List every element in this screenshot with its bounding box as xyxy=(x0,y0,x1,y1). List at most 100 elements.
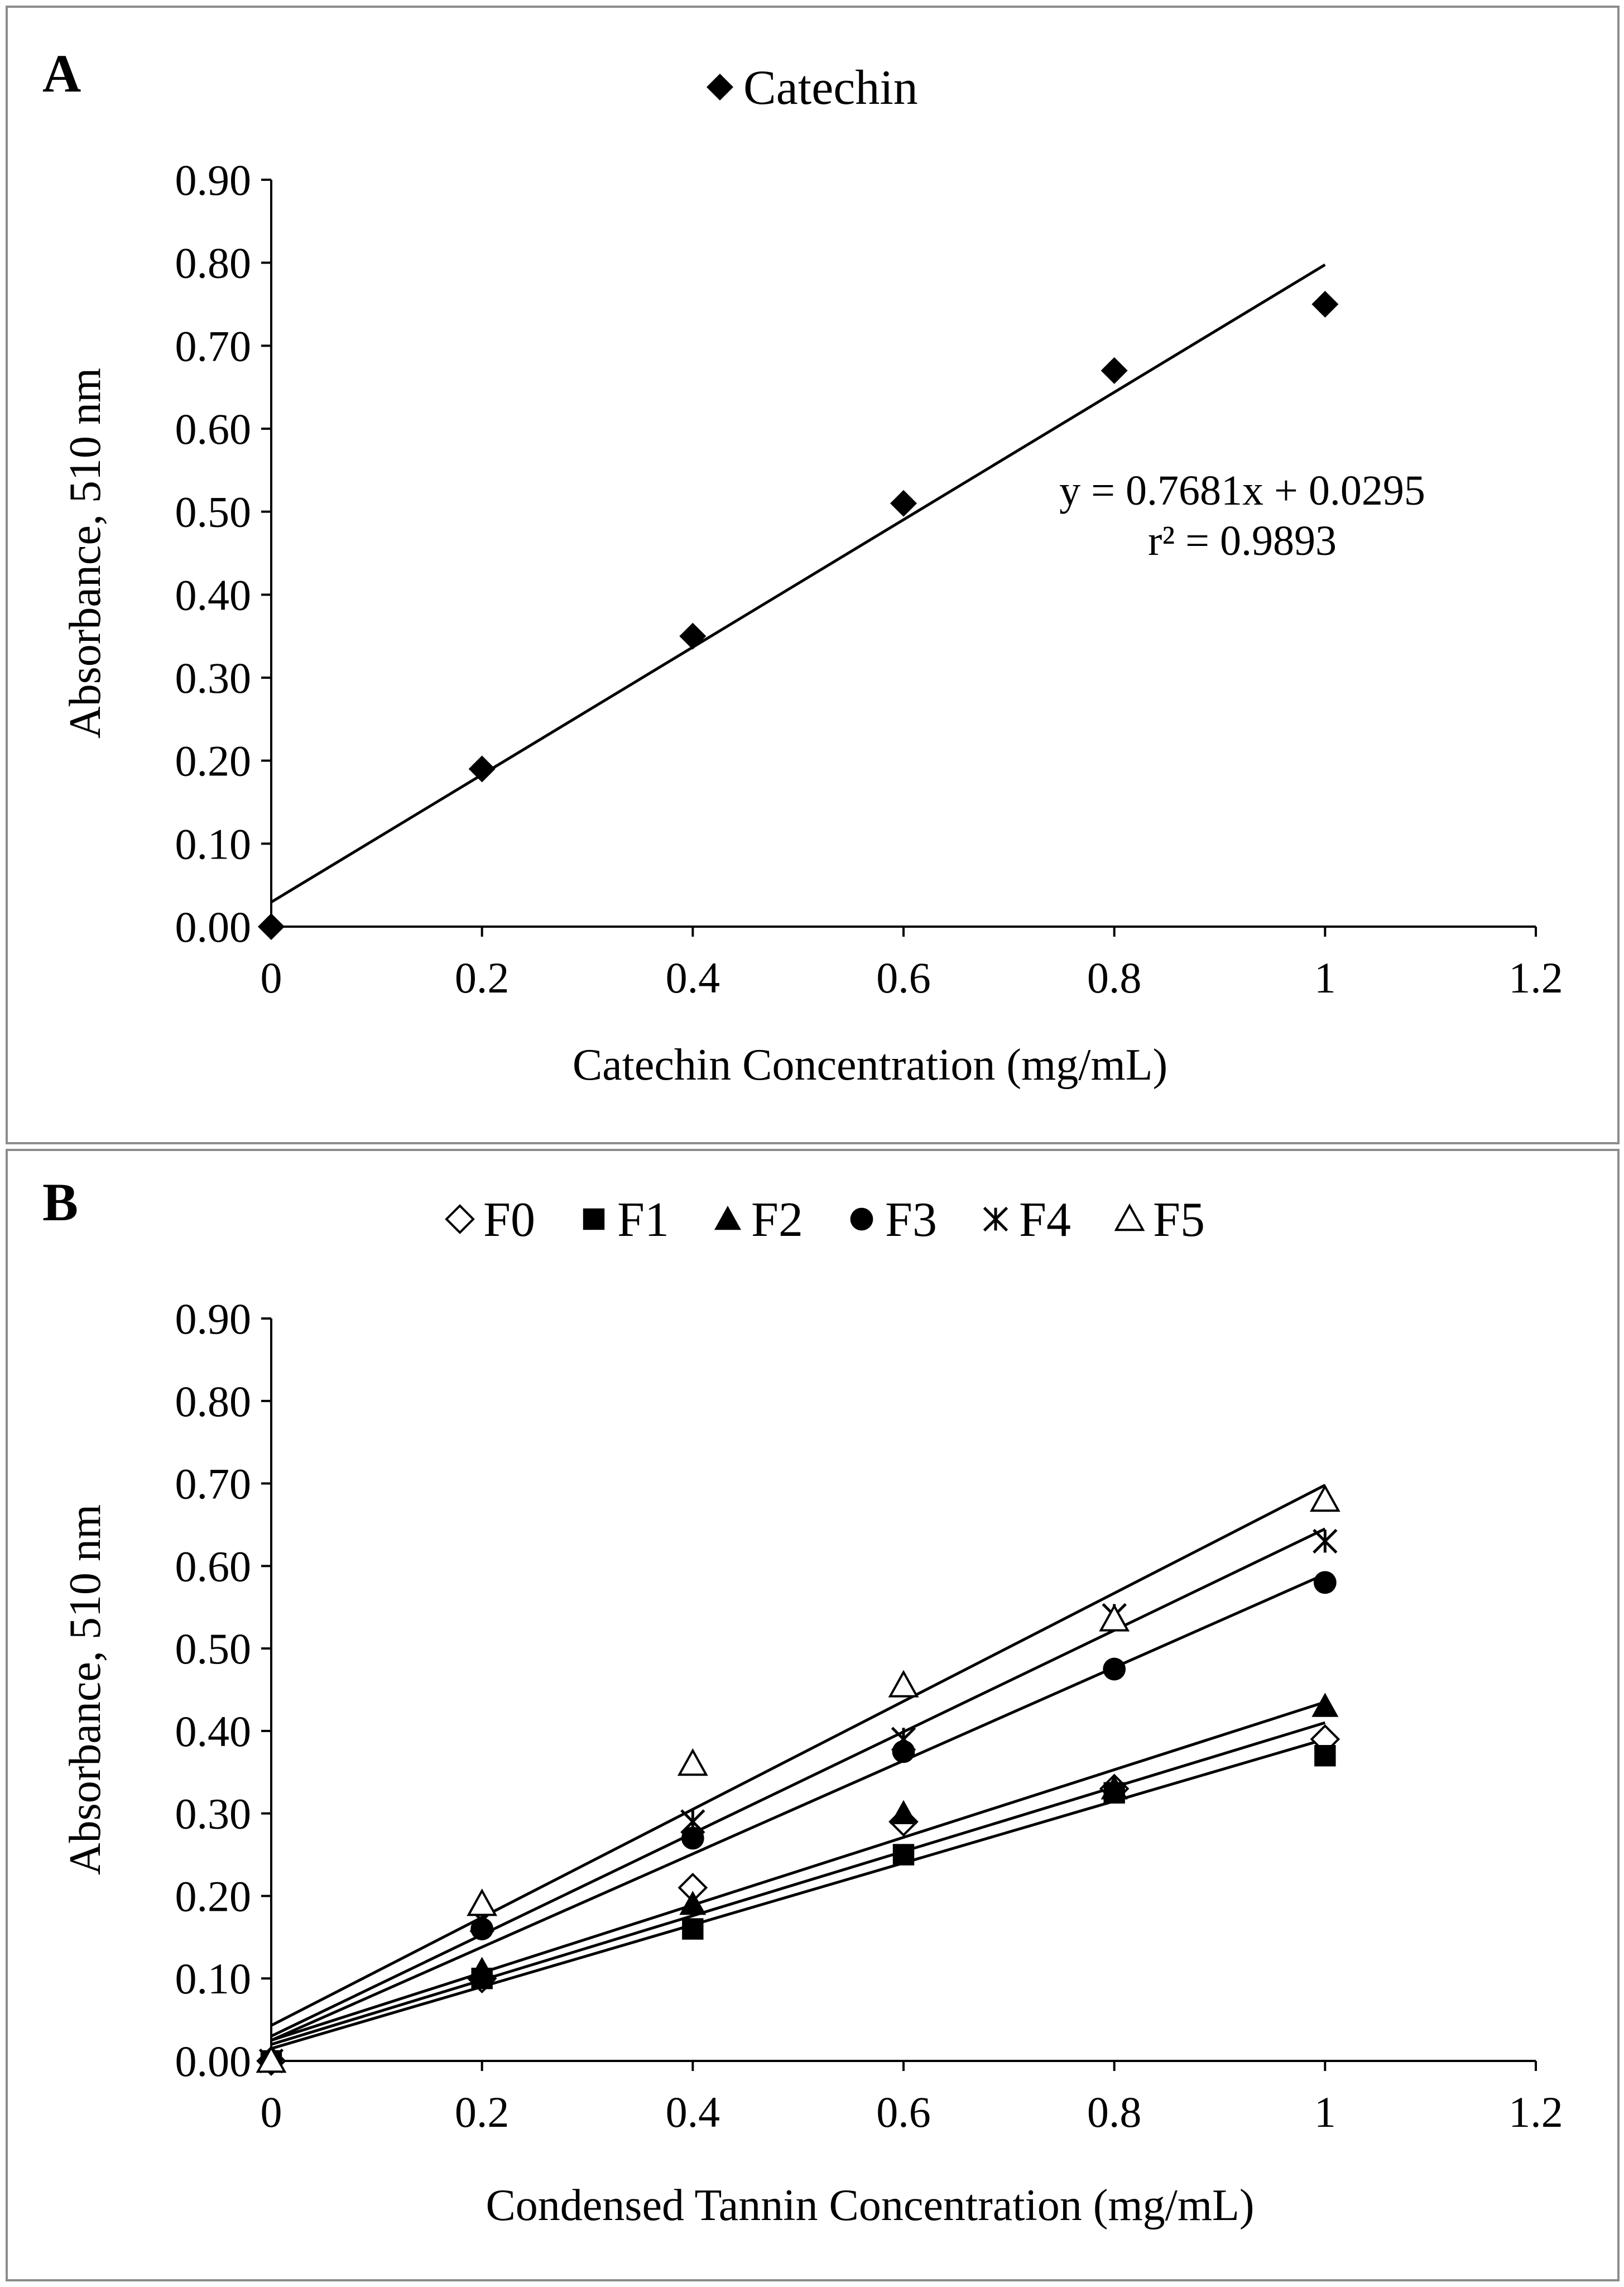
legend-label-f1: F1 xyxy=(617,1193,669,1247)
x-axis-title: Condensed Tannin Concentration (mg/mL) xyxy=(486,2181,1254,2230)
marker-shape xyxy=(890,490,917,517)
marker-shape xyxy=(468,1957,496,1981)
y-tick-label: 0.60 xyxy=(175,1542,252,1590)
x-tick-label: 1.2 xyxy=(1508,953,1563,1002)
legend-label-f2: F2 xyxy=(751,1193,803,1247)
x-tick-label: 0 xyxy=(261,953,282,1002)
data-point-f1 xyxy=(892,1844,915,1866)
legend-marker-f2 xyxy=(714,1206,741,1230)
y-tick-label: 0.20 xyxy=(175,737,252,785)
x-tick-label: 0.8 xyxy=(1087,953,1142,1002)
y-tick-label: 0.20 xyxy=(175,1872,252,1920)
y-tick-label: 0.50 xyxy=(175,1624,252,1673)
legend-label-f5: F5 xyxy=(1153,1193,1205,1247)
data-point-catechin xyxy=(679,622,707,650)
x-tick-label: 0.4 xyxy=(666,2088,720,2136)
legend-marker-f3 xyxy=(850,1207,873,1231)
marker-shape xyxy=(468,755,496,783)
chart-b-svg: B0.000.100.200.300.400.500.600.700.800.9… xyxy=(42,1172,1563,2230)
chart-panel-a: A 0.00 0.10 0.20 0.30 0.40 0.50 0.60 0.70 0.80 0.9… xyxy=(6,6,1620,1144)
legend-marker-f4 xyxy=(983,1206,1008,1232)
marker-shape xyxy=(892,1844,915,1866)
y-tick-label: 0.70 xyxy=(175,1460,252,1508)
x-tick-label: 0.6 xyxy=(876,2088,931,2136)
y-tick-label: 0.30 xyxy=(175,654,252,702)
marker-shape xyxy=(583,1208,605,1230)
chart-a-svg: A0.000.100.200.300.400.500.600.700.800.9… xyxy=(42,44,1563,1090)
data-point-f3 xyxy=(681,1826,704,1850)
y-tick-label: 0.10 xyxy=(175,1954,252,2003)
data-point-f3 xyxy=(1103,1657,1126,1681)
marker-shape xyxy=(445,1204,475,1234)
y-tick-label: 0.50 xyxy=(175,488,252,536)
x-tick-label: 0.8 xyxy=(1087,2088,1142,2136)
data-point-f1 xyxy=(1314,1745,1336,1767)
x-tick-label: 0.4 xyxy=(666,953,720,1002)
y-axis-title: Absorbance, 510 nm xyxy=(61,1504,110,1875)
legend-marker-f5 xyxy=(1114,1203,1145,1231)
marker-shape xyxy=(1101,357,1128,384)
marker-shape xyxy=(679,622,707,650)
trendline-f0 xyxy=(271,1721,1326,2046)
x-tick-label: 0 xyxy=(261,2088,282,2136)
legend-marker-catechin xyxy=(707,74,733,100)
marker-shape xyxy=(1309,1484,1340,1512)
marker-shape xyxy=(850,1207,873,1231)
data-point-f2 xyxy=(1311,1693,1339,1717)
y-tick-label: 0.00 xyxy=(175,2037,252,2085)
x-tick-label: 1 xyxy=(1314,953,1336,1002)
data-point-f2 xyxy=(679,1891,707,1915)
x-axis-title: Catechin Concentration (mg/mL) xyxy=(573,1041,1167,1090)
data-point-f5 xyxy=(467,1888,498,1916)
trendline-catechin xyxy=(270,263,1326,904)
marker-shape xyxy=(1114,1203,1145,1231)
regression-r2: r² = 0.9893 xyxy=(1148,517,1337,564)
y-axis-title: Absorbance, 510 nm xyxy=(61,368,110,739)
x-tick-label: 1 xyxy=(1314,2088,1336,2136)
y-tick-label: 0.00 xyxy=(175,903,252,951)
marker-shape xyxy=(467,1888,498,1916)
data-point-f5 xyxy=(677,1748,708,1776)
legend-marker-f1 xyxy=(583,1208,605,1230)
data-point-f5 xyxy=(256,2045,287,2073)
marker-shape xyxy=(1314,1745,1336,1767)
marker-shape xyxy=(681,1826,704,1850)
panel-letter-b: B xyxy=(42,1172,78,1232)
data-point-f4 xyxy=(680,1809,705,1834)
data-point-catechin xyxy=(890,490,917,517)
marker-shape xyxy=(1313,1571,1337,1594)
y-tick-label: 0.40 xyxy=(175,570,252,619)
marker-shape xyxy=(707,74,733,100)
x-tick-label: 1.2 xyxy=(1508,2088,1563,2136)
data-point-catechin xyxy=(258,913,285,940)
x-tick-label: 0.2 xyxy=(455,953,510,1002)
marker-shape xyxy=(1099,1604,1130,1632)
data-point-catechin xyxy=(1101,357,1128,384)
y-tick-label: 0.80 xyxy=(175,1377,252,1426)
data-point-catechin xyxy=(1311,291,1339,318)
y-tick-label: 0.40 xyxy=(175,1707,252,1756)
y-tick-label: 0.90 xyxy=(175,1294,252,1343)
data-point-f4 xyxy=(891,1727,916,1752)
marker-shape xyxy=(682,1918,704,1940)
y-tick-label: 0.30 xyxy=(175,1790,252,1838)
data-point-f4 xyxy=(1313,1528,1338,1554)
regression-equation: y = 0.7681x + 0.0295 xyxy=(1059,467,1425,514)
trendline-f3 xyxy=(270,1572,1326,2042)
data-point-f5 xyxy=(888,1670,919,1698)
marker-shape xyxy=(258,913,285,940)
data-point-f5 xyxy=(1099,1604,1130,1632)
data-point-f2 xyxy=(1101,1775,1128,1800)
trendline-f4 xyxy=(270,1527,1326,2037)
legend-label-catechin: Catechin xyxy=(743,61,918,115)
trendline-f5 xyxy=(270,1484,1326,2027)
data-point-catechin xyxy=(468,755,496,783)
y-tick-label: 0.60 xyxy=(175,405,252,453)
panel-letter-a: A xyxy=(42,44,81,103)
y-tick-label: 0.10 xyxy=(175,819,252,868)
legend-label-f0: F0 xyxy=(483,1193,535,1247)
data-point-f5 xyxy=(1309,1484,1340,1512)
trendline-f1 xyxy=(271,1738,1326,2050)
x-tick-label: 0.2 xyxy=(455,2088,510,2136)
marker-shape xyxy=(677,1748,708,1776)
